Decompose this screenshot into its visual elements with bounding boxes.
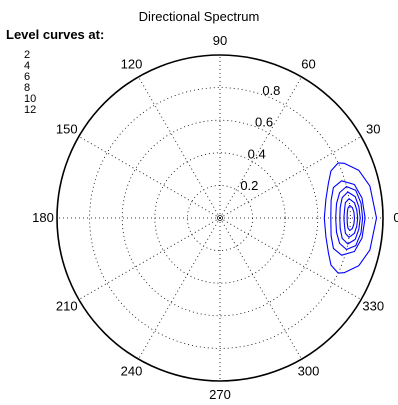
radial-tick-label: 0.8 [262,83,280,98]
legend-level: 6 [24,71,31,83]
legend-level: 10 [24,93,37,105]
contour-line [343,198,359,238]
outer-boundary [56,54,384,382]
angular-grid-line [219,217,302,360]
angular-grid-line [78,217,221,300]
angle-tick-label: 120 [121,57,143,72]
contour-line [323,162,378,274]
radial-grid-circle [121,119,319,317]
legend-level: 4 [24,60,31,72]
contour-line [339,191,361,245]
legend-level: 2 [24,49,31,61]
contour-line [346,204,356,232]
center-marker [217,215,223,221]
angle-tick-label: 330 [362,299,384,314]
angle-tick-label: 30 [366,122,380,137]
legend-level: 8 [24,82,31,94]
radial-grid-circle [89,87,351,349]
radial-grid-circle [154,152,286,284]
angle-tick-label: 210 [56,299,78,314]
angular-grid-line [138,76,221,219]
angular-grid-line [78,136,221,219]
radial-tick-label: 0.2 [240,178,258,193]
legend-level: 12 [24,104,37,116]
contour-line [335,185,364,251]
angle-tick-label: 180 [32,210,54,225]
angle-tick-label: 300 [298,363,320,378]
radial-tick-label: 0.6 [255,115,273,130]
angle-tick-label: 240 [121,363,143,378]
angle-tick-label: 150 [56,122,78,137]
contour-line [330,180,366,256]
angular-grid-line [138,217,221,360]
legend-levels: 2 4 6 8 10 12 [24,50,36,116]
legend-title: Level curves at: [6,27,105,42]
angle-tick-label: 270 [209,387,231,402]
angle-tick-label: 90 [213,33,227,48]
chart-title: Directional Spectrum [138,9,260,24]
angle-tick-label: 0 [393,210,398,225]
angle-tick-label: 60 [301,57,315,72]
radial-tick-label: 0.4 [248,146,266,161]
